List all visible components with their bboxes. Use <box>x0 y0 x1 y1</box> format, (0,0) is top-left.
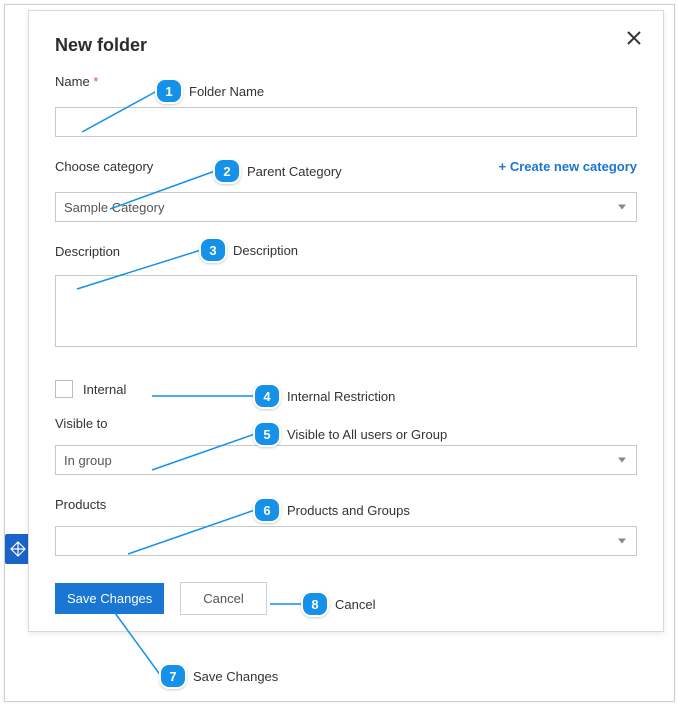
annotation-label: Save Changes <box>193 669 278 684</box>
close-icon <box>625 29 643 47</box>
annotation-badge: 5 <box>253 421 281 447</box>
annotation-badge: 4 <box>253 383 281 409</box>
annotation-label: Description <box>233 243 298 258</box>
annotation-label: Folder Name <box>189 84 264 99</box>
description-label: Description <box>55 244 637 259</box>
annotation-badge: 3 <box>199 237 227 263</box>
drag-handle-icon <box>10 541 26 557</box>
annotation-label: Parent Category <box>247 164 342 179</box>
chevron-down-icon <box>618 205 626 210</box>
internal-label: Internal <box>83 382 126 397</box>
annotation-badge: 2 <box>213 158 241 184</box>
visible-to-select-value: In group <box>64 453 112 468</box>
category-select-value: Sample Category <box>64 200 164 215</box>
create-category-link[interactable]: + Create new category <box>499 159 637 174</box>
annotation-label: Internal Restriction <box>287 389 395 404</box>
annotation-label: Products and Groups <box>287 503 410 518</box>
save-button[interactable]: Save Changes <box>55 583 164 614</box>
name-label: Name * <box>55 74 637 89</box>
annotation-label: Visible to All users or Group <box>287 427 447 442</box>
chevron-down-icon <box>618 458 626 463</box>
description-input[interactable] <box>55 275 637 347</box>
annotation-badge: 1 <box>155 78 183 104</box>
annotation-badge: 7 <box>159 663 187 689</box>
chevron-down-icon <box>618 539 626 544</box>
new-folder-modal: New folder Name * Choose category + Crea… <box>28 10 664 632</box>
cancel-button[interactable]: Cancel <box>180 582 266 615</box>
annotation-label: Cancel <box>335 597 375 612</box>
close-button[interactable] <box>625 29 643 47</box>
annotation-badge: 8 <box>301 591 329 617</box>
category-select[interactable]: Sample Category <box>55 192 637 222</box>
category-label: Choose category <box>55 159 153 174</box>
modal-title: New folder <box>55 35 637 56</box>
internal-checkbox[interactable] <box>55 380 73 398</box>
required-star: * <box>93 74 98 89</box>
visible-to-select[interactable]: In group <box>55 445 637 475</box>
products-select[interactable] <box>55 526 637 556</box>
annotation-badge: 6 <box>253 497 281 523</box>
name-input[interactable] <box>55 107 637 137</box>
